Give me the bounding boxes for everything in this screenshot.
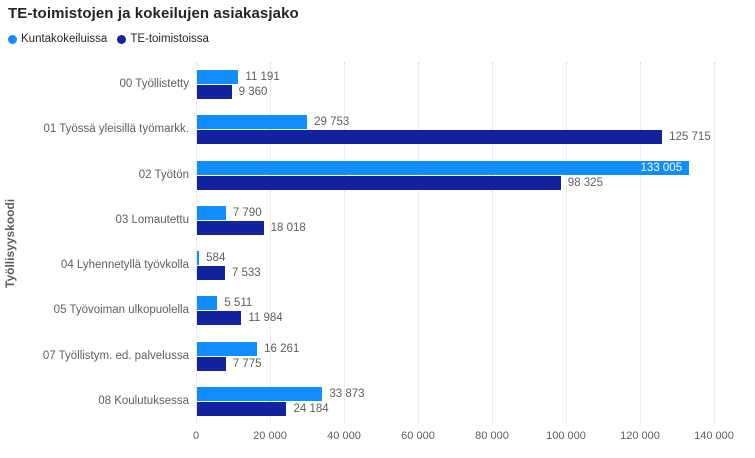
- value-label: 133 005: [640, 161, 683, 174]
- value-label: 98 325: [567, 176, 603, 189]
- category-label: 03 Lomautettu: [115, 213, 189, 226]
- legend-label: TE-toimistoissa: [130, 33, 209, 45]
- category-label: 08 Koulutuksessa: [98, 394, 189, 407]
- category-label: 00 Työllistetty: [119, 78, 189, 91]
- value-label: 7 775: [232, 357, 262, 370]
- gridline: [270, 62, 271, 424]
- legend-item-te-toimistoissa[interactable]: TE-toimistoissa: [117, 33, 209, 45]
- legend-item-kuntakokeiluissa[interactable]: Kuntakokeiluissa: [8, 33, 107, 45]
- x-axis-tick-label: 20 000: [253, 430, 287, 442]
- value-label: 9 360: [238, 86, 268, 99]
- bar-te-toimistoissa-08-koulutuksessa[interactable]: [197, 401, 287, 416]
- bar-te-toimistoissa-04-lyhennetyll-ty-vkolla[interactable]: [197, 266, 225, 281]
- value-label: 24 184: [293, 402, 329, 415]
- value-label: 33 873: [329, 387, 365, 400]
- category-label: 04 Lyhennetyllä työvkolla: [60, 259, 189, 272]
- gridline: [418, 62, 419, 424]
- gridline: [640, 62, 641, 424]
- bar-te-toimistoissa-02-ty-t-n[interactable]: [197, 175, 561, 190]
- category-label: 01 Työssä yleisillä työmarkk.: [43, 123, 189, 136]
- value-label: 16 261: [264, 342, 300, 355]
- x-axis-tick-label: 80 000: [475, 430, 509, 442]
- value-label: 5 511: [224, 297, 253, 310]
- value-label: 18 018: [270, 221, 306, 234]
- category-label: 07 Työllistym. ed. palvelussa: [42, 349, 189, 362]
- bar-kuntakokeiluissa-03-lomautettu[interactable]: [197, 205, 226, 220]
- value-label: 29 753: [314, 116, 350, 129]
- value-label: 11 191: [245, 71, 280, 84]
- gridline: [714, 62, 715, 424]
- x-axis-tick-label: 60 000: [401, 430, 435, 442]
- x-axis-tick-label: 120 000: [620, 430, 660, 442]
- category-label: 02 Työtön: [138, 168, 189, 181]
- value-label: 11 984: [248, 312, 283, 325]
- bar-te-toimistoissa-01-ty-ss-yleisill-ty-markk-[interactable]: [197, 130, 663, 145]
- x-axis-tick-label: 100 000: [546, 430, 586, 442]
- bar-te-toimistoissa-05-ty-voiman-ulkopuolella[interactable]: [197, 311, 242, 326]
- value-label: 584: [206, 252, 226, 265]
- gridline: [492, 62, 493, 424]
- value-label: 125 715: [669, 131, 711, 144]
- legend-label: Kuntakokeiluissa: [21, 33, 108, 45]
- bar-kuntakokeiluissa-08-koulutuksessa[interactable]: [197, 386, 323, 401]
- x-axis-tick-label: 40 000: [327, 430, 361, 442]
- bar-kuntakokeiluissa-04-lyhennetyll-ty-vkolla[interactable]: [197, 251, 200, 266]
- legend-dot-icon: [117, 34, 127, 44]
- bar-kuntakokeiluissa-02-ty-t-n[interactable]: [197, 160, 690, 175]
- gridline: [566, 62, 567, 424]
- bar-kuntakokeiluissa-05-ty-voiman-ulkopuolella[interactable]: [197, 296, 218, 311]
- bar-kuntakokeiluissa-00-ty-llistetty[interactable]: [197, 70, 239, 85]
- bar-te-toimistoissa-07-ty-llistym-ed-palvelussa[interactable]: [197, 356, 226, 371]
- gridline: [196, 62, 197, 424]
- bar-te-toimistoissa-03-lomautettu[interactable]: [197, 220, 264, 235]
- value-label: 7 533: [231, 267, 261, 280]
- category-label: 05 Työvoiman ulkopuolella: [53, 304, 189, 317]
- x-axis-tick-label: 140 000: [694, 430, 734, 442]
- bar-kuntakokeiluissa-01-ty-ss-yleisill-ty-markk-[interactable]: [197, 115, 308, 130]
- x-axis-tick-label: 0: [192, 430, 200, 442]
- bar-kuntakokeiluissa-07-ty-llistym-ed-palvelussa[interactable]: [197, 341, 258, 356]
- legend-dot-icon: [8, 34, 17, 44]
- legend: Kuntakokeiluissa TE-toimistoissa: [8, 33, 209, 45]
- gridline: [344, 62, 345, 424]
- bar-te-toimistoissa-00-ty-llistetty[interactable]: [197, 85, 232, 100]
- value-label: 7 790: [232, 206, 262, 219]
- chart-title: TE-toimistojen ja kokeilujen asiakasjako: [8, 5, 299, 22]
